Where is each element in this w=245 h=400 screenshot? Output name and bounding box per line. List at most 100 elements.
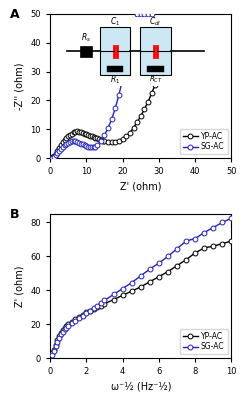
SG-AC — [61, 329, 64, 334]
SG-AC — [147, 12, 149, 16]
YP-AC — [70, 131, 73, 136]
YP-AC — [56, 338, 59, 343]
SG-AC — [72, 139, 75, 144]
SG-AC — [63, 327, 66, 332]
SG-AC — [60, 332, 62, 337]
SG-AC — [99, 138, 102, 143]
Line: YP-AC: YP-AC — [49, 239, 234, 356]
SG-AC — [132, 24, 135, 29]
Line: SG-AC: SG-AC — [49, 216, 234, 357]
YP-AC — [99, 303, 102, 308]
SG-AC — [85, 311, 88, 316]
SG-AC — [203, 230, 206, 235]
SG-AC — [110, 117, 113, 122]
Text: B: B — [10, 208, 20, 221]
SG-AC — [79, 141, 82, 146]
YP-AC — [78, 129, 81, 134]
YP-AC — [88, 308, 91, 313]
YP-AC — [103, 302, 106, 306]
YP-AC — [176, 263, 179, 268]
SG-AC — [50, 352, 53, 357]
SG-AC — [52, 349, 55, 354]
SG-AC — [148, 267, 151, 272]
SG-AC — [56, 340, 59, 344]
SG-AC — [67, 324, 70, 328]
SG-AC — [63, 143, 66, 148]
YP-AC — [212, 244, 215, 248]
SG-AC — [185, 239, 188, 244]
YP-AC — [130, 289, 133, 294]
SG-AC — [54, 344, 57, 349]
SG-AC — [103, 298, 106, 303]
YP-AC — [81, 312, 84, 317]
SG-AC — [90, 145, 93, 150]
YP-AC — [121, 293, 124, 298]
X-axis label: ω⁻½ (Hz⁻½): ω⁻½ (Hz⁻½) — [110, 382, 171, 392]
SG-AC — [121, 76, 124, 81]
YP-AC — [92, 306, 95, 311]
Line: YP-AC: YP-AC — [49, 23, 205, 160]
SG-AC — [136, 12, 139, 16]
SG-AC — [65, 325, 68, 330]
YP-AC — [52, 347, 55, 352]
YP-AC — [85, 310, 88, 315]
SG-AC — [99, 300, 102, 305]
YP-AC — [61, 328, 64, 332]
SG-AC — [70, 139, 73, 144]
SG-AC — [176, 246, 179, 251]
Text: A: A — [10, 8, 20, 21]
SG-AC — [69, 140, 72, 145]
YP-AC — [78, 314, 81, 319]
YP-AC — [65, 324, 68, 328]
YP-AC — [79, 130, 82, 134]
YP-AC — [58, 334, 61, 338]
YP-AC — [201, 23, 204, 28]
SG-AC — [125, 59, 128, 64]
YP-AC — [139, 284, 142, 289]
YP-AC — [158, 274, 160, 279]
SG-AC — [60, 146, 62, 151]
SG-AC — [130, 280, 133, 285]
SG-AC — [83, 143, 86, 148]
Legend: YP-AC, SG-AC: YP-AC, SG-AC — [180, 329, 228, 354]
Y-axis label: Z' (ohm): Z' (ohm) — [15, 265, 25, 307]
YP-AC — [167, 269, 170, 274]
SG-AC — [139, 274, 142, 278]
YP-AC — [50, 350, 53, 355]
SG-AC — [74, 318, 77, 323]
SG-AC — [121, 286, 124, 291]
YP-AC — [194, 29, 197, 34]
SG-AC — [150, 12, 153, 16]
SG-AC — [52, 154, 55, 159]
SG-AC — [128, 42, 131, 47]
SG-AC — [70, 321, 73, 326]
SG-AC — [92, 145, 95, 150]
SG-AC — [65, 141, 68, 146]
SG-AC — [54, 153, 57, 158]
SG-AC — [61, 144, 64, 149]
YP-AC — [185, 257, 188, 262]
SG-AC — [107, 126, 110, 130]
SG-AC — [88, 308, 91, 313]
YP-AC — [194, 250, 197, 255]
SG-AC — [78, 141, 81, 146]
SG-AC — [92, 306, 95, 310]
YP-AC — [118, 139, 121, 144]
YP-AC — [74, 317, 77, 322]
YP-AC — [96, 305, 99, 310]
SG-AC — [158, 261, 160, 266]
SG-AC — [58, 148, 61, 153]
SG-AC — [76, 140, 79, 145]
YP-AC — [112, 297, 115, 302]
SG-AC — [139, 12, 142, 16]
YP-AC — [60, 330, 62, 335]
SG-AC — [87, 144, 90, 149]
SG-AC — [167, 254, 170, 259]
SG-AC — [81, 313, 84, 318]
YP-AC — [203, 246, 206, 250]
SG-AC — [94, 144, 97, 149]
SG-AC — [114, 105, 117, 110]
Y-axis label: -Z'' (ohm): -Z'' (ohm) — [15, 62, 25, 110]
YP-AC — [230, 239, 233, 244]
SG-AC — [67, 141, 70, 146]
